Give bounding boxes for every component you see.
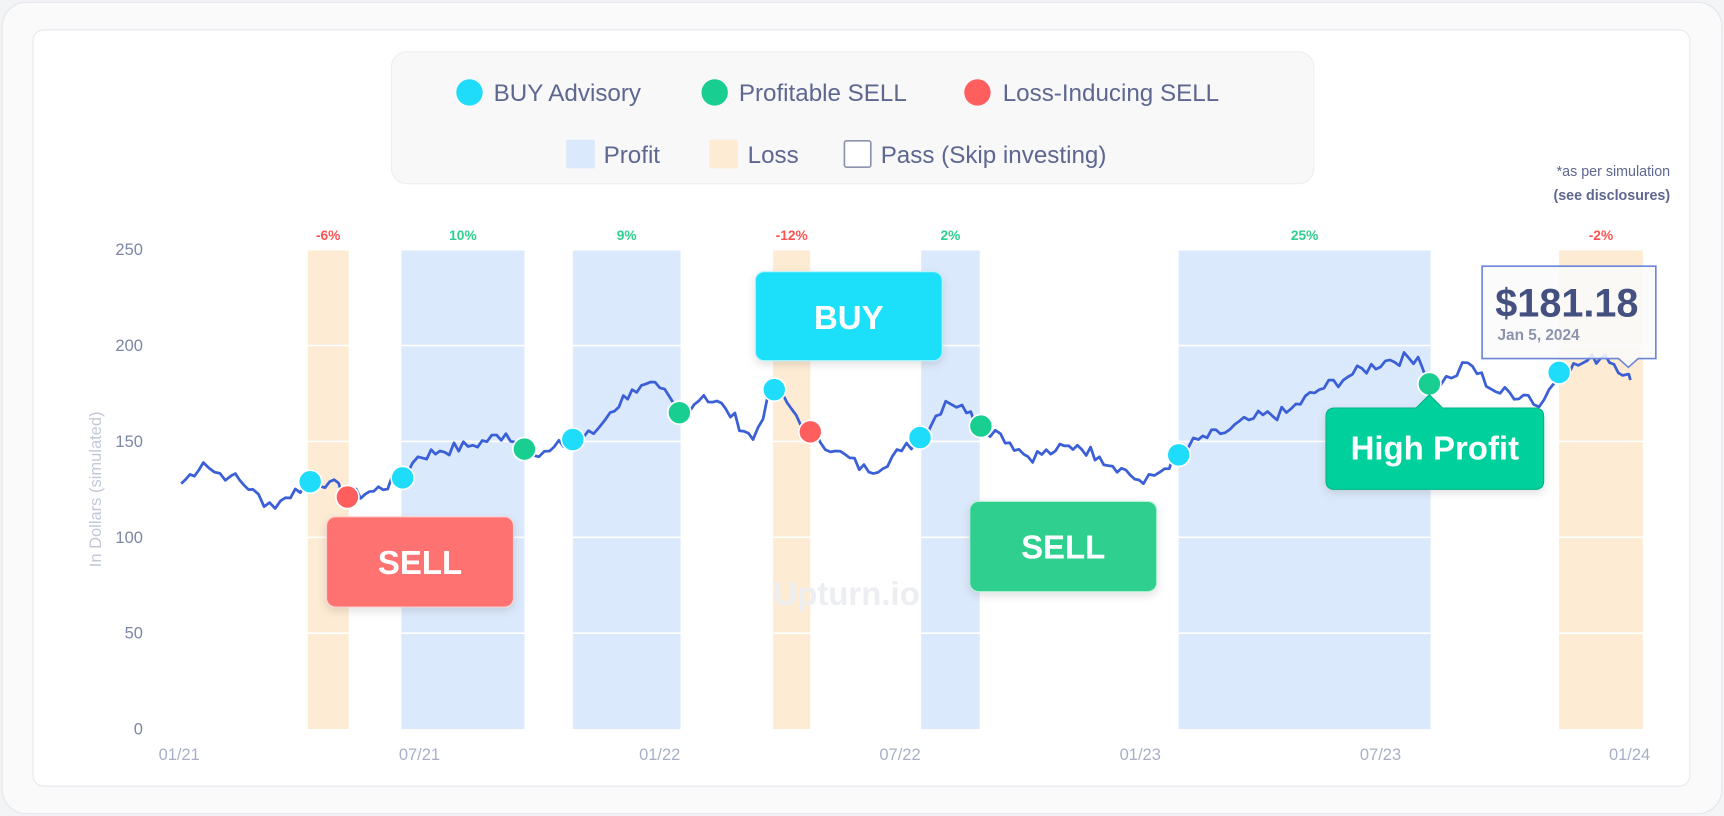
- x-axis-ticks: 01/21 07/21 01/22 07/22 01/23 07/23 01/24: [159, 746, 1651, 764]
- legend-loss: Loss: [748, 142, 799, 169]
- buy-marker: [1166, 442, 1192, 468]
- buy-marker: [297, 469, 323, 495]
- y-tick-label: 50: [125, 625, 143, 643]
- legend: BUY Advisory Profitable SELL Loss-Induci…: [390, 51, 1315, 185]
- band-return-label: 2%: [941, 228, 961, 243]
- profit-legend-swatch: [566, 139, 595, 169]
- bands: -6% 10% 9% -12% 2% 25% -2%: [307, 228, 1643, 730]
- profit-sell-marker: [1417, 371, 1442, 397]
- svg-text:SELL: SELL: [1021, 529, 1105, 566]
- band-return-label: -2%: [1589, 228, 1613, 243]
- loss-sell-marker: [335, 484, 360, 510]
- legend-buy-advisory: BUY Advisory: [494, 80, 642, 107]
- buy-marker: [761, 377, 787, 403]
- trade-markers: [297, 360, 1572, 510]
- profitable-sell-legend-icon: [701, 79, 728, 106]
- profit-sell-marker: [666, 400, 692, 426]
- simulation-note: *as per simulation: [1557, 164, 1671, 180]
- profit-sell-marker: [968, 413, 994, 439]
- svg-text:BUY: BUY: [814, 299, 884, 336]
- sell-profit-callout: SELL: [969, 500, 1158, 593]
- disclosures-link[interactable]: (see disclosures): [1553, 188, 1670, 204]
- band-return-label: -12%: [776, 228, 808, 243]
- y-tick-label: 200: [115, 337, 143, 355]
- buy-callout: BUY: [754, 271, 943, 362]
- loss-sell-legend-icon: [964, 79, 991, 106]
- legend-profitable-sell: Profitable SELL: [739, 80, 907, 107]
- pass-legend-swatch: [843, 139, 872, 169]
- band-return-label: 10%: [449, 228, 477, 243]
- y-tick-label: 0: [134, 721, 143, 739]
- profit-sell-marker: [512, 436, 537, 462]
- buy-marker: [1546, 360, 1572, 385]
- x-tick-label: 01/21: [159, 746, 200, 764]
- x-tick-label: 07/21: [399, 746, 440, 764]
- legend-pass: Pass (Skip investing): [881, 142, 1107, 169]
- y-axis-ticks: 0 50 100 150 200 250: [115, 241, 143, 738]
- x-tick-label: 07/22: [879, 746, 920, 764]
- y-tick-label: 100: [115, 529, 143, 547]
- loss-sell-marker: [797, 419, 823, 445]
- profit-band: [401, 249, 525, 730]
- band-return-label: 25%: [1291, 228, 1319, 243]
- band-return-label: -6%: [316, 228, 340, 243]
- x-tick-label: 01/23: [1120, 746, 1161, 764]
- band-return-label: 9%: [617, 228, 637, 243]
- price-tooltip: $181.18 Jan 5, 2024: [1481, 265, 1657, 369]
- high-profit-callout: High Profit: [1325, 394, 1545, 490]
- watermark: Upturn.io: [773, 575, 920, 612]
- buy-advisory-legend-icon: [456, 79, 483, 106]
- y-axis-label: In Dollars (simulated): [87, 411, 105, 567]
- y-tick-label: 150: [115, 433, 143, 451]
- tooltip-date: Jan 5, 2024: [1498, 327, 1581, 344]
- x-tick-label: 01/24: [1609, 746, 1650, 764]
- x-tick-label: 07/23: [1360, 746, 1401, 764]
- legend-profit: Profit: [604, 142, 661, 169]
- profit-band: [572, 249, 681, 730]
- x-tick-label: 01/22: [639, 746, 680, 764]
- y-tick-label: 250: [115, 241, 143, 259]
- sell-loss-callout: SELL: [325, 516, 515, 608]
- loss-legend-swatch: [709, 139, 738, 169]
- tooltip-price: $181.18: [1495, 282, 1638, 326]
- buy-marker: [390, 465, 416, 491]
- buy-marker: [907, 425, 933, 450]
- svg-text:SELL: SELL: [378, 544, 462, 581]
- svg-text:High Profit: High Profit: [1351, 430, 1520, 467]
- legend-loss-sell: Loss-Inducing SELL: [1003, 80, 1219, 107]
- buy-marker: [560, 427, 586, 452]
